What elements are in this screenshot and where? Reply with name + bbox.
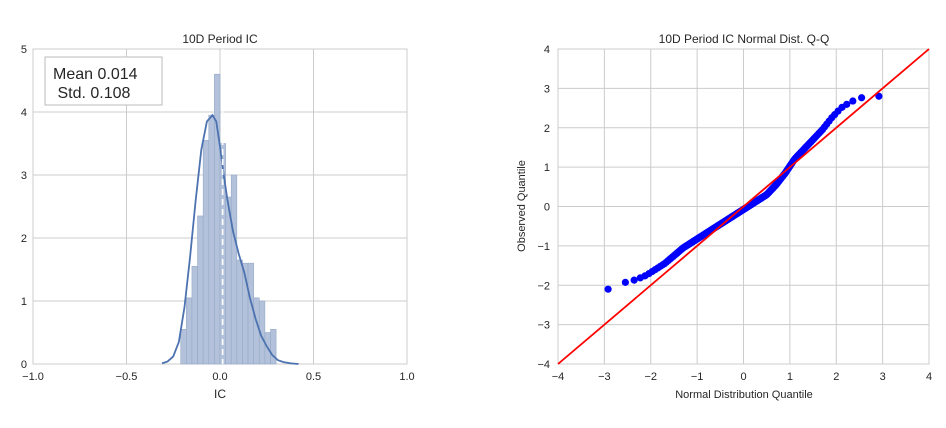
qq-reference-line-group [557, 48, 930, 365]
annotation-std: Std. 0.108 [53, 85, 130, 102]
qq-point [621, 278, 629, 286]
histogram-bars [180, 73, 277, 365]
histogram-bar [208, 114, 215, 365]
qq-x-axis-label: Normal Distribution Quantile [675, 389, 813, 401]
qq-x-tick-label: 2 [833, 371, 839, 383]
histogram-panel: 10D Period IC −1.0 −0.5 0.0 0.5 1.0 0 1 2 3 4 5 IC… [21, 32, 415, 401]
histogram-x-tick-label: −1.0 [22, 371, 44, 383]
histogram-bar [186, 297, 193, 365]
qq-reference-line [557, 48, 930, 365]
qq-y-tick-label: 2 [544, 123, 550, 135]
histogram-bar [247, 262, 254, 365]
qq-y-tick-label: −2 [537, 280, 550, 292]
qq-x-tick-label: −3 [598, 371, 611, 383]
qq-point [849, 97, 857, 105]
histogram-x-tick-label: 0.5 [306, 371, 321, 383]
histogram-y-tick-label: 3 [21, 170, 27, 182]
kde-curve-group [161, 113, 299, 365]
histogram-y-tick-label: 5 [21, 44, 27, 56]
histogram-x-tick-label: −0.5 [116, 371, 138, 383]
qq-point [604, 285, 612, 293]
histogram-y-tick-label: 1 [21, 296, 27, 308]
histogram-bar [270, 329, 277, 365]
histogram-x-tick-label: 1.0 [399, 371, 414, 383]
qq-point [858, 94, 866, 102]
histogram-x-axis-label: IC [214, 387, 226, 401]
histogram-bar [236, 259, 243, 365]
qq-frame [557, 48, 930, 365]
histogram-bar [197, 215, 204, 365]
histogram-bar [225, 196, 232, 365]
histogram-title: 10D Period IC [182, 32, 258, 46]
qq-x-tick-label: 4 [926, 371, 932, 383]
histogram-bar [214, 73, 221, 365]
annotation-box [44, 56, 163, 106]
qq-y-tick-label: 0 [544, 202, 550, 214]
kde-curve [161, 113, 299, 365]
histogram-bar [230, 174, 238, 365]
qq-x-tick-label: 1 [787, 371, 793, 383]
qq-tick-labels: −4 −3 −2 −1 0 1 2 3 4 −4 −3 −2 −1 0 1 2 3 4 [537, 44, 932, 383]
qq-x-tick-label: 0 [740, 371, 746, 383]
histogram-y-tick-label: 4 [21, 107, 27, 119]
qq-x-tick-label: −4 [552, 371, 565, 383]
histogram-tick-labels: −1.0 −0.5 0.0 0.5 1.0 0 1 2 3 4 5 [21, 44, 415, 383]
qq-x-tick-label: −2 [644, 371, 657, 383]
qq-y-tick-label: −1 [537, 241, 550, 253]
qq-title: 10D Period IC Normal Dist. Q-Q [659, 32, 830, 46]
histogram-bar [180, 329, 187, 365]
qq-x-tick-label: −1 [691, 371, 704, 383]
qq-y-tick-label: −4 [537, 359, 550, 371]
histogram-bar [253, 297, 260, 365]
histogram-bar [191, 266, 198, 365]
qq-point [843, 100, 851, 108]
histogram-y-tick-label: 2 [21, 233, 27, 245]
annotation-mean: Mean 0.014 [53, 66, 138, 83]
histogram-y-tick-label: 0 [21, 359, 27, 371]
histogram-x-tick-label: 0.0 [212, 371, 227, 383]
qq-point [630, 276, 638, 284]
histogram-bar [202, 140, 210, 365]
qq-y-tick-label: 3 [544, 83, 550, 95]
qq-panel: 10D Period IC Normal Dist. Q-Q −4 −3 −2 −1 0… [516, 32, 932, 401]
qq-y-axis-label: Observed Quantile [516, 160, 528, 252]
qq-x-tick-label: 3 [880, 371, 886, 383]
qq-y-tick-label: 4 [544, 44, 550, 56]
qq-y-tick-label: −3 [537, 320, 550, 332]
qq-point [875, 92, 883, 100]
qq-y-tick-label: 1 [544, 162, 550, 174]
stats-annotation: Mean 0.014 Std. 0.108 [44, 56, 163, 106]
